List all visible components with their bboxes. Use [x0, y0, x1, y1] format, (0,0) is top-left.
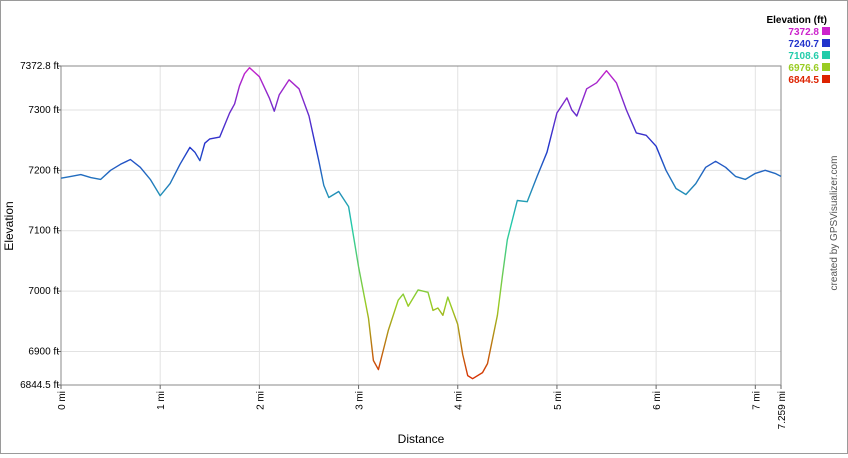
y-axis: 7372.8 ft 7300 ft 7200 ft 7100 ft 7000 ft 690… — [20, 61, 61, 391]
x-axis-title: Distance — [398, 432, 445, 446]
x-tick-label: 2 mi — [255, 391, 266, 410]
grid — [61, 66, 781, 385]
y-tick-label: 6844.5 ft — [20, 380, 59, 391]
y-tick-label: 7000 ft — [28, 286, 59, 297]
legend-swatch — [822, 27, 830, 35]
x-tick-label: 7.259 mi — [777, 391, 788, 429]
x-tick-label: 4 mi — [454, 391, 465, 410]
plot-area — [60, 65, 782, 386]
legend-entry-label: 6844.5 — [788, 75, 819, 86]
x-axis: 0 mi 1 mi 2 mi 3 mi 4 mi 5 mi 6 mi 7 mi 7.259 mi — [57, 385, 788, 429]
x-tick-label: 5 mi — [553, 391, 564, 410]
x-tick-label: 6 mi — [652, 391, 663, 410]
y-tick-label: 7100 ft — [28, 226, 59, 237]
elevation-line — [60, 67, 782, 380]
legend: Elevation (ft) 7372.87240.77108.66976.66… — [766, 15, 830, 86]
legend-entry-label: 7372.8 — [788, 27, 819, 38]
y-tick-label: 6900 ft — [28, 346, 59, 357]
x-tick-label: 1 mi — [156, 391, 167, 410]
legend-swatch — [822, 51, 830, 59]
credit-text: created by GPSVisualizer.com — [829, 156, 840, 291]
y-tick-label: 7200 ft — [28, 165, 59, 176]
y-tick-label: 7372.8 ft — [20, 61, 59, 72]
legend-swatch — [822, 39, 830, 47]
y-tick-label: 7300 ft — [28, 105, 59, 116]
x-tick-label: 7 mi — [751, 391, 762, 410]
legend-entry-label: 7108.6 — [788, 51, 819, 62]
legend-swatch — [822, 75, 830, 83]
legend-entry-label: 6976.6 — [788, 63, 819, 74]
x-tick-label: 0 mi — [57, 391, 68, 410]
y-axis-title: Elevation — [2, 201, 16, 250]
legend-swatch — [822, 63, 830, 71]
legend-entry-label: 7240.7 — [788, 39, 819, 50]
legend-title: Elevation (ft) — [766, 15, 827, 26]
x-tick-label: 3 mi — [355, 391, 366, 410]
